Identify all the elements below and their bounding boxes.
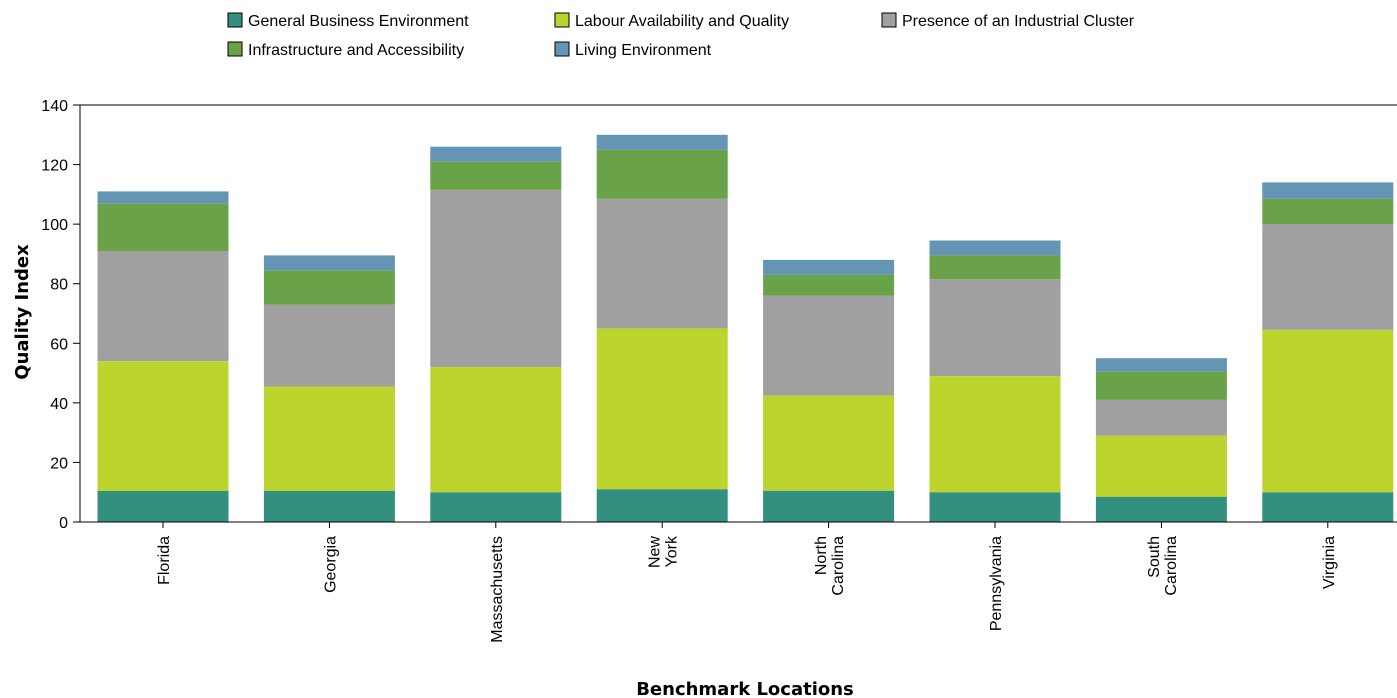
legend-label: Labour Availability and Quality: [575, 13, 789, 30]
bar-segment: [1262, 182, 1394, 199]
bar-segment: [1095, 496, 1227, 522]
x-tick-label-line: Massachusetts: [489, 536, 506, 643]
y-tick-label: 20: [50, 455, 68, 472]
bar-segment: [596, 149, 728, 199]
bar-segment: [929, 255, 1061, 280]
bar-segment: [97, 250, 229, 362]
bar-segment: [430, 146, 562, 162]
bar-segment: [263, 304, 395, 387]
bar-segment: [1095, 399, 1227, 436]
y-axis-title: Quality Index: [12, 244, 33, 380]
y-tick-label: 80: [50, 277, 68, 294]
x-tick-label-line: North: [813, 536, 830, 575]
y-tick-label: 40: [50, 396, 68, 413]
y-tick-label: 100: [41, 217, 68, 234]
bar-segment: [1262, 492, 1394, 522]
bar-segment: [430, 492, 562, 522]
bar-segment: [763, 295, 895, 396]
x-tick-label: Florida: [156, 536, 173, 585]
bar-segment: [263, 255, 395, 271]
legend-swatch: [881, 12, 897, 28]
x-tick-label-line: Florida: [156, 536, 173, 585]
bar-segment: [97, 191, 229, 204]
bar-segment: [97, 203, 229, 251]
bar-segment: [263, 386, 395, 491]
chart-axes: 0 20 40 60 80 100 120 140 Florida Georgia Massachu…: [41, 98, 1397, 643]
bar-segment: [97, 490, 229, 522]
x-tick-label-line: Pennsylvania: [988, 536, 1005, 631]
legend-swatch: [227, 12, 243, 28]
y-tick-label: 0: [59, 515, 68, 532]
bar-segment: [430, 367, 562, 493]
y-tick-label: 60: [50, 336, 68, 353]
x-tick-label: Massachusetts: [489, 536, 506, 643]
bar-segment: [763, 395, 895, 491]
legend-swatch: [554, 41, 570, 57]
bar-segment: [263, 270, 395, 305]
x-tick-label-line: South: [1146, 536, 1163, 578]
x-tick-label-line: New: [647, 536, 664, 568]
x-tick-label-line: Virginia: [1321, 536, 1338, 589]
x-tick-label-line: York: [664, 535, 681, 567]
bar-segment: [596, 134, 728, 150]
bar-segment: [1262, 329, 1394, 493]
x-tick-label: Virginia: [1321, 536, 1338, 589]
x-tick-label-line: Carolina: [830, 536, 847, 596]
bar-segment: [763, 259, 895, 275]
bar-segment: [929, 279, 1061, 376]
bar-segment: [97, 361, 229, 491]
x-tick-label-line: Carolina: [1163, 536, 1180, 596]
bar-segment: [1262, 198, 1394, 225]
bar-segment: [596, 328, 728, 490]
bar-segment: [1262, 224, 1394, 330]
chart-bars: [97, 134, 1394, 522]
bar-segment: [763, 274, 895, 296]
bar-segment: [763, 490, 895, 522]
x-tick-label: New York: [647, 535, 681, 568]
x-tick-label: South Carolina: [1146, 536, 1180, 596]
bar-segment: [1095, 358, 1227, 372]
bar-segment: [929, 240, 1061, 256]
legend-label: General Business Environment: [248, 13, 469, 30]
y-tick-label: 140: [41, 98, 68, 115]
bar-segment: [929, 376, 1061, 493]
x-tick-label: Georgia: [322, 536, 339, 593]
legend-label: Living Environment: [575, 42, 712, 59]
bar-segment: [430, 189, 562, 368]
bar-segment: [430, 161, 562, 190]
x-axis-title: Benchmark Locations: [636, 679, 854, 698]
chart-legend: General Business Environment Labour Avail…: [227, 12, 1135, 59]
bar-segment: [596, 198, 728, 329]
bar-segment: [596, 489, 728, 522]
bar-segment: [929, 492, 1061, 522]
x-tick-label: Pennsylvania: [988, 536, 1005, 631]
x-tick-label-line: Georgia: [322, 536, 339, 593]
legend-swatch: [227, 41, 243, 57]
legend-label: Presence of an Industrial Cluster: [902, 13, 1135, 30]
x-tick-label: North Carolina: [813, 536, 847, 596]
bar-segment: [1095, 435, 1227, 497]
bar-segment: [1095, 371, 1227, 400]
y-tick-label: 120: [41, 158, 68, 175]
bar-segment: [263, 490, 395, 522]
legend-swatch: [554, 12, 570, 28]
legend-label: Infrastructure and Accessibility: [248, 42, 464, 59]
